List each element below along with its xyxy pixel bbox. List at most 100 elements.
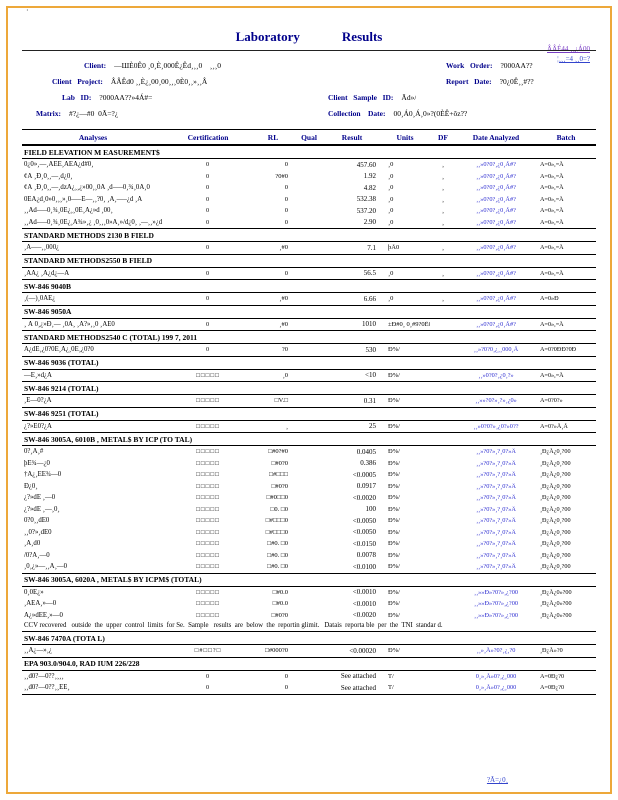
table-row: Ð¿0¸ □□□□□ □#0?0 0.0917 Ð%/ ¸¸»?0?»¸?¸0?»Â ¸Ð¿…: [22, 481, 596, 493]
analyte-name: Â¿dÊ¸¿0?0È¸Â¿¸0È¸¿0?0: [24, 346, 94, 354]
date-analyzed: ¸¸»?0?»¸?¸0?»Â: [476, 448, 516, 456]
table-row: ¸ÂÊÂ¸»—0 □□□□□ □#0.0 <0.0010 Ð%/ ¸¸»»Ð»?0?»¸¿…: [22, 598, 596, 610]
batch-id: ¸Ð¿Å¿0¸?00: [540, 459, 571, 467]
certification-marks: 0: [205, 320, 211, 328]
result-value: 0.0405: [356, 447, 376, 456]
section-header-row: SW-846 9040B: [22, 279, 596, 293]
analyte-name: ¿?»Ê0?¿Â: [24, 422, 52, 430]
rl-value: □#0□□0: [266, 494, 288, 502]
report-link-2[interactable]: ¦¸¸¸=4 ¸¸0=?: [557, 55, 590, 63]
units-label: ¸0: [388, 172, 394, 180]
analyte-name: 0ÊÂ¿d¸0»0¸¸¸»¸0—–Ê—¸¸?0¸ ¸Â¸—–¿d ¸Â: [24, 195, 143, 203]
result-value: <0.0050: [352, 528, 376, 537]
title-results: Results: [341, 29, 383, 44]
rl-value: □#0. □0: [267, 540, 288, 548]
result-value: <0.0050: [352, 516, 376, 525]
date-analyzed: ¸¸»?0?»¸?¸0?»Â: [476, 517, 516, 525]
lab-id-label: Lab ID:: [62, 92, 92, 102]
table-row: ¢Â ¸Ð¸0¸¸—¸dzÂ¿¸¸¿»00¸¸0Å ¸d—–0¸¾¸0Ä¸0 0 0…: [22, 182, 596, 194]
section-header-row: SW-846 7470A (TOTA L): [22, 631, 596, 645]
rl-value: ?0: [281, 346, 288, 354]
section-header-row: STANDARD METHODS 2130 B FIELD: [22, 228, 596, 242]
batch-id: ¸Ð¿Å¿0¸?00: [540, 517, 571, 525]
result-value: 0.0078: [356, 551, 376, 560]
matrix-label: Matrix:: [36, 108, 61, 118]
section-title: SW-846 9214 (TOTAL): [24, 383, 99, 393]
certification-marks: □□□□□: [196, 422, 220, 430]
units-label: ¸0: [388, 184, 394, 192]
table-row: þÊ¾—¿0 □□□□□ □#0?0 0.386 Ð%/ ¸¸»?0?»¸?¸0?»Â ¸Ð…: [22, 458, 596, 470]
analyte-name: Â¿»dÊÊ¸»—0: [24, 611, 63, 619]
batch-id: ¸Ð¿Å¿0»?00: [540, 588, 572, 596]
date-analyzed: 0¸»¸Å»0?¸¿¸000: [475, 672, 517, 680]
section-title: SW-846 9036 (TOTAL): [24, 358, 99, 367]
analyte-name: ¸¸Â¿—»¸¿: [24, 647, 52, 655]
date-analyzed: ¸¸»¸Å»?0?¸¿¸?0: [476, 647, 516, 655]
batch-id: A=0»,=Å: [540, 184, 564, 192]
table-row: ¸(—)¸0ÂÈ¿ 0 ¸#0 6.66 ¸0 ¸ ¸¸»0?0?¸¿0¸Å#? A=0»Ð: [22, 293, 596, 305]
certification-marks: □□□□□: [196, 459, 220, 467]
page-title: Laboratory Results: [22, 28, 596, 46]
table-row: ¸¸Âd—–0¸¾¸0Ê¿¸¸0Ê¸Â¿»d ¸00¸ 0 0 537.20 ¸0 ¸ ¸¸…: [22, 205, 596, 217]
analyte-name: ¸¸d0?—0??¸¸ÊÊ¸: [24, 684, 70, 692]
work-order-value: ?000AA??: [500, 60, 533, 70]
certification-marks: 0: [205, 346, 211, 354]
work-order-label: Work Order:: [446, 60, 493, 70]
result-value: 1010: [362, 320, 376, 329]
section-title: STANDARD METHODS2540 C (TOTAL) 199 7, 20…: [24, 332, 198, 342]
batch-id: A=0Ð¿?0: [540, 684, 565, 692]
page-content: Laboratory Results Client: —ШÈ0Ê0 ¸0¸È¸00…: [22, 14, 596, 695]
certification-marks: □□□□□: [196, 528, 220, 536]
table-row: ¸È—0?¿Â □□□□□ □V.□ 0.31 Ð%/ ¸¸»»?0?»¸?»¸¿0» A=…: [22, 395, 596, 407]
rl-value: □V.□: [274, 397, 288, 405]
section-header-row: SW-846 3005A, 6020A , METAL$ BY ICPM$ (T…: [22, 572, 596, 587]
result-value: 0.386: [360, 459, 376, 468]
table-row: —Ê¸»d¿Â □□□□□ ¸0 <10 Ð%/ ¸¸»0?0?¸¿0¸?» A=0»,=Å: [22, 370, 596, 382]
analyte-name: 0?0¸¸dÊ0: [24, 517, 50, 525]
units-label: Ð%/: [388, 505, 400, 513]
rl-value: ¸0: [282, 371, 288, 379]
header-line-project: Client Project: ÂÂÊd0 ¸¸È¿¸00¸00¸¸¸0È0¸¸…: [22, 73, 596, 89]
certification-marks: □□□□□: [196, 563, 220, 571]
result-value: <0.0005: [352, 470, 376, 479]
batch-id: A=0»,=Å: [540, 207, 564, 215]
units-label: Ð%/: [388, 540, 400, 548]
rl-value: 0: [284, 184, 288, 192]
date-analyzed: ¸¸»?0?»¸?¸0?»Â: [476, 471, 516, 479]
certification-marks: 0: [205, 295, 211, 303]
section-title: SW-846 9040B: [24, 281, 72, 291]
report-link-1[interactable]: ÂÂÉ44 ¸¸¿Á00: [547, 45, 590, 53]
analyte-name: ¿?»dÊ ¸—¸0¸: [24, 505, 60, 513]
rl-value: □#0. □0: [267, 563, 288, 571]
units-label: ¸0: [388, 207, 394, 215]
result-value: 1.92: [363, 172, 376, 181]
section-title: STANDARD METHODS 2130 B FIELD: [24, 230, 154, 240]
certification-marks: 0: [205, 172, 211, 180]
section-header-row: EPA 903.0/904.0, RAD IUM 226/228: [22, 656, 596, 671]
certification-marks: □□□□□: [196, 482, 220, 490]
table-row: ¿?»dÊ ¸—0 □□□□□ □#0□□0 <0.0020 Ð%/ ¸¸»?0?»¸?¸…: [22, 492, 596, 504]
report-date-label: Report Date:: [446, 76, 492, 86]
table-row: ¸ÂÂ¿ ¸Â¿d¿—Â 0 0 56.5 ¸0 ¸ ¸¸»0?0?¸¿0¸Å#? A=0»,…: [22, 268, 596, 280]
date-analyzed: ¸¸»0?0?¸¿0¸Å#?: [476, 269, 516, 277]
corner-mark: ·: [26, 6, 29, 15]
certification-marks: □□□□□: [196, 551, 220, 559]
footer-page-link[interactable]: ?Ã=¿0¸: [486, 776, 508, 784]
date-analyzed: ¸¸»?0?»¸?¸0?»Â: [476, 459, 516, 467]
client-sample-id-label: Client Sample ID:: [328, 92, 394, 102]
units-label: Ð%/: [388, 471, 400, 479]
column-certification: Certification: [187, 132, 229, 142]
section-header-row: STANDARD METHODS2550 B FIELD: [22, 253, 596, 268]
certification-marks: 0: [205, 269, 211, 277]
certification-marks: □□□□□: [196, 397, 220, 405]
result-value: <0.0020: [352, 493, 376, 502]
result-value: 100: [365, 505, 377, 514]
units-label: ¸0: [388, 161, 394, 169]
units-label: Ƭ/: [388, 684, 394, 692]
date-analyzed: ¸¸»»?0?»¸?»¸¿0»: [475, 397, 517, 405]
df-value: ¸: [441, 269, 445, 277]
section-title: FIELD ELEVATION M EASUREMENT$: [24, 147, 160, 157]
section-title: EPA 903.0/904.0, RAD IUM 226/228: [24, 659, 140, 668]
client-sample-id-value: Ãd»/: [401, 92, 417, 102]
date-analyzed: ¸¸»0?0?¸¿0¸Å#?: [476, 207, 516, 215]
